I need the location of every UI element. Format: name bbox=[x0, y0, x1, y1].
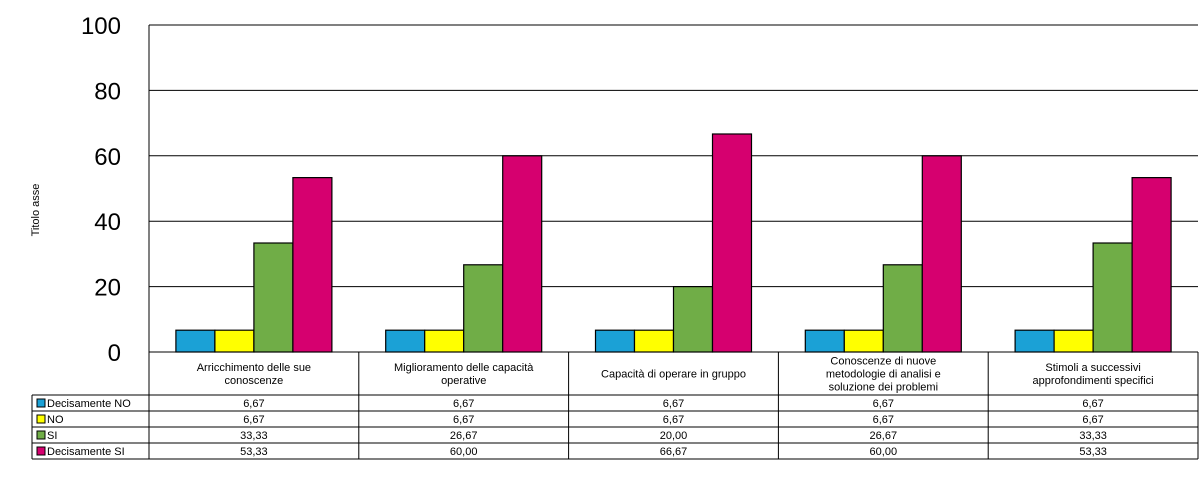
data-label: 6,67 bbox=[243, 398, 264, 410]
y-tick-label: 80 bbox=[94, 78, 121, 105]
category-label: Arricchimento delle sue bbox=[197, 362, 311, 374]
data-label: 26,67 bbox=[870, 430, 898, 442]
y-tick-label: 40 bbox=[94, 209, 121, 236]
bar-1-1 bbox=[175, 329, 216, 353]
category-label: Conoscenze di nuove bbox=[830, 356, 936, 368]
y-axis-title: Titolo asse bbox=[30, 184, 42, 237]
bar-4-5 bbox=[1131, 177, 1172, 353]
data-label: 6,67 bbox=[663, 414, 684, 426]
bar-4-4 bbox=[921, 155, 962, 353]
data-label: 6,67 bbox=[453, 414, 474, 426]
bar-2-5 bbox=[1053, 329, 1094, 353]
category-label: Miglioramento delle capacità bbox=[394, 362, 534, 374]
bar-1-5 bbox=[1014, 329, 1055, 353]
bar-2-4 bbox=[843, 329, 884, 353]
data-label: 6,67 bbox=[1082, 414, 1103, 426]
y-tick-label: 100 bbox=[81, 13, 121, 40]
category-label: conoscenze bbox=[225, 375, 284, 387]
data-label: 6,67 bbox=[1082, 398, 1103, 410]
bar-1-4 bbox=[804, 329, 845, 353]
legend-key-4 bbox=[36, 446, 46, 456]
legend-label: NO bbox=[47, 414, 64, 426]
category-label: metodologie di analisi e bbox=[826, 369, 941, 381]
y-tick-label: 0 bbox=[108, 340, 121, 367]
data-label: 60,00 bbox=[450, 446, 478, 458]
bar-2-2 bbox=[424, 329, 465, 353]
bar-4-1 bbox=[292, 177, 333, 353]
data-label: 66,67 bbox=[660, 446, 688, 458]
bar-1-3 bbox=[594, 329, 636, 353]
data-label: 26,67 bbox=[450, 430, 478, 442]
legend-key-2 bbox=[36, 414, 46, 424]
data-label: 6,67 bbox=[873, 398, 894, 410]
legend-label: SI bbox=[47, 430, 57, 442]
data-label: 60,00 bbox=[870, 446, 898, 458]
bar-3-3 bbox=[672, 286, 714, 353]
bar-2-1 bbox=[214, 329, 255, 353]
data-label: 53,33 bbox=[240, 446, 268, 458]
legend-label: Decisamente SI bbox=[47, 446, 125, 458]
legend-key-1 bbox=[36, 398, 46, 408]
data-label: 6,67 bbox=[663, 398, 684, 410]
legend-label: Decisamente NO bbox=[47, 398, 131, 410]
y-tick-label: 20 bbox=[94, 275, 121, 302]
category-label: operative bbox=[441, 375, 486, 387]
y-tick-label: 60 bbox=[94, 144, 121, 171]
bar-4-3 bbox=[711, 133, 753, 353]
data-label: 33,33 bbox=[240, 430, 268, 442]
bar-3-1 bbox=[253, 242, 294, 353]
category-label: soluzione dei problemi bbox=[829, 382, 938, 394]
legend-key-3 bbox=[36, 430, 46, 440]
bar-3-5 bbox=[1092, 242, 1133, 353]
data-label: 6,67 bbox=[453, 398, 474, 410]
data-label: 6,67 bbox=[873, 414, 894, 426]
category-label: Stimoli a successivi bbox=[1045, 362, 1140, 374]
bar-4-2 bbox=[502, 155, 543, 353]
category-label: Capacità di operare in gruppo bbox=[601, 369, 746, 381]
bar-2-3 bbox=[633, 329, 675, 353]
data-label: 33,33 bbox=[1079, 430, 1107, 442]
bar-3-2 bbox=[463, 264, 504, 353]
bar-1-2 bbox=[385, 329, 426, 353]
category-label: approfondimenti specifici bbox=[1033, 375, 1154, 387]
bar-3-4 bbox=[882, 264, 923, 353]
data-label: 6,67 bbox=[243, 414, 264, 426]
data-label: 20,00 bbox=[660, 430, 688, 442]
data-label: 53,33 bbox=[1079, 446, 1107, 458]
